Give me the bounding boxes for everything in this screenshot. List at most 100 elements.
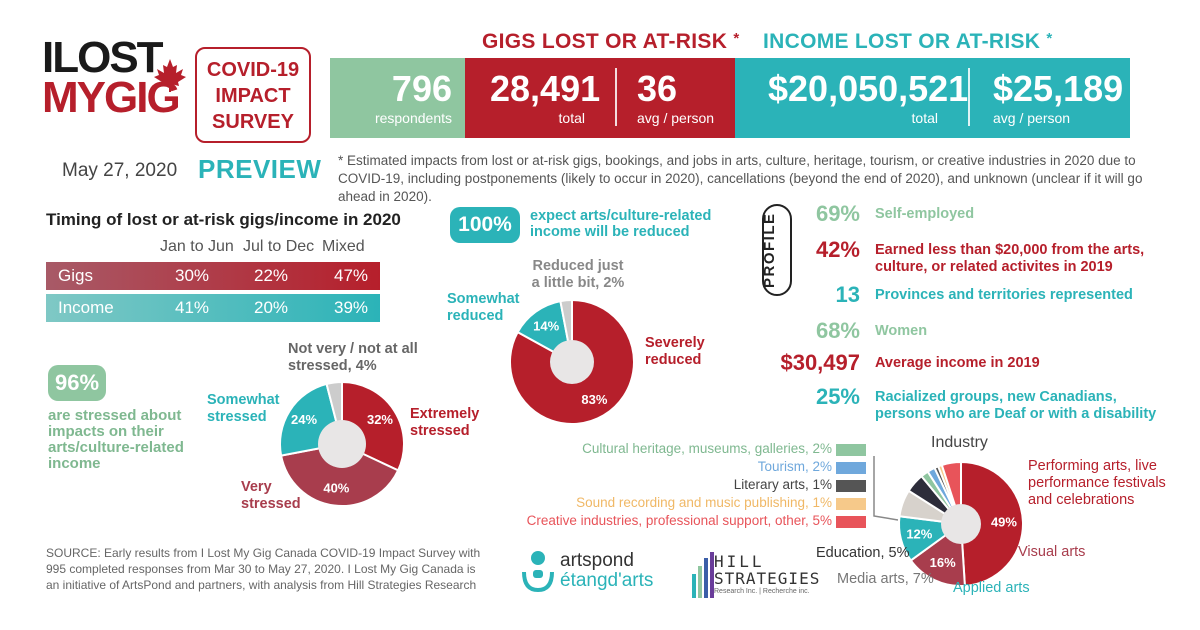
footnote: * Estimated impacts from lost or at-risk… (338, 153, 1143, 204)
reduced-description: expect arts/culture-related income will … (530, 208, 712, 240)
pie-slice (960, 460, 1024, 587)
timing-cell: 22% (253, 266, 289, 285)
reduced-pie-chart: 83% 14% (509, 298, 635, 425)
industry-title: Industry (931, 434, 988, 451)
label-applied-arts: Applied arts (953, 580, 1030, 596)
report-date: May 27, 2020 (62, 160, 178, 181)
label-very-stressed: Very stressed (241, 479, 301, 512)
respondents-band: 796 respondents (330, 58, 465, 138)
timing-cell: 47% (333, 266, 369, 285)
gigs-asterisk: * (733, 30, 740, 47)
industry-legend-swatch (836, 444, 866, 456)
profile-box (762, 204, 792, 296)
profile-text: Racialized groups, new Canadians, person… (875, 389, 1157, 422)
timing-cell: 30% (174, 266, 210, 285)
respondents-label: respondents (374, 110, 452, 126)
maple-leaf-icon (154, 59, 186, 92)
timing-cell: 41% (174, 298, 210, 317)
label-extremely-stressed: Extremely stressed (410, 406, 480, 439)
industry-legend-label: Sound recording and music publishing, 1% (576, 495, 832, 510)
label-somewhat-stressed: Somewhat stressed (207, 392, 280, 425)
pie-center-hole (550, 340, 594, 384)
survey-title-box: COVID-19 IMPACT SURVEY (195, 47, 311, 143)
pie-center-hole (941, 504, 981, 544)
income-title-text: INCOME LOST OR AT-RISK (763, 30, 1041, 53)
hill-name-2: STRATEGIES (714, 569, 821, 588)
industry-pie-chart: 49% 16% 12% (898, 460, 1024, 587)
gigs-title-text: GIGS LOST OR AT-RISK (482, 30, 728, 53)
col-header-mixed: Mixed (322, 238, 365, 255)
stress-pie-chart: 32% 40% 24% (279, 380, 405, 507)
label-severely-reduced: Severely reduced (645, 335, 705, 368)
industry-legend-label: Creative industries, professional suppor… (526, 513, 832, 528)
timing-row-label: Income (58, 298, 114, 317)
profile-text: Women (875, 323, 928, 339)
artspond-name: artspond (560, 550, 634, 571)
respondents-value: 796 (391, 68, 452, 109)
logo-line-2: MYGIG (42, 73, 181, 122)
industry-legend-label: Tourism, 2% (757, 459, 832, 474)
profile-value: 69% (815, 201, 860, 226)
profile-text: Earned less than $20,000 from the arts, … (875, 242, 1145, 275)
label-media-arts: Media arts, 7% (837, 571, 934, 587)
pie-data-label: 12% (906, 527, 932, 542)
income-section-title: INCOME LOST OR AT-RISK * (763, 30, 1053, 54)
pie-data-label: 24% (291, 412, 317, 427)
gigs-avg-value: 36 (637, 68, 678, 109)
col-header-jul-dec: Jul to Dec (243, 238, 315, 255)
col-header-jan-jun: Jan to Jun (160, 238, 234, 255)
survey-title-line-2: IMPACT (215, 85, 291, 107)
industry-legend-label: Literary arts, 1% (733, 477, 832, 492)
profile-text: Average income in 2019 (875, 355, 1040, 371)
profile-text: Provinces and territories represented (875, 287, 1133, 303)
profile-value: 13 (835, 282, 860, 307)
industry-legend-swatch (836, 462, 866, 474)
income-total-label: total (911, 110, 938, 126)
hill-tagline: Research Inc. | Recherche inc. (714, 588, 810, 595)
pie-data-label: 83% (581, 392, 607, 407)
industry-legend-swatch (836, 498, 866, 510)
label-not-stressed: Not very / not at all stressed, 4% (288, 341, 418, 374)
hill-bars-icon (692, 552, 714, 598)
profile-value: 42% (815, 237, 860, 262)
timing-row-gigs: Gigs 30% 22% 47% (46, 262, 380, 290)
label-performing-arts: Performing arts, live performance festiv… (1028, 458, 1166, 508)
profile-value: 68% (815, 318, 860, 343)
profile-text: Self-employed (875, 206, 975, 222)
industry-legend-swatch (836, 516, 866, 528)
timing-cell: 20% (253, 298, 289, 317)
survey-title-line-3: SURVEY (212, 111, 294, 133)
timing-cell: 39% (333, 298, 369, 317)
logo: ILOST MYGIG (42, 33, 182, 122)
income-band: $20,050,521 total $25,189 avg / person (735, 58, 1130, 138)
gigs-total-value: 28,491 (490, 68, 601, 109)
gigs-section-title: GIGS LOST OR AT-RISK * (482, 30, 739, 54)
label-somewhat-reduced: Somewhat reduced (447, 291, 520, 324)
label-visual-arts: Visual arts (1018, 544, 1086, 560)
logo-line-1: ILOST (42, 33, 164, 82)
label-education: Education, 5% (816, 545, 910, 561)
pie-center-hole (318, 420, 366, 468)
pie-data-label: 49% (991, 515, 1017, 530)
industry-legend-label: Cultural heritage, museums, galleries, 2… (582, 441, 832, 456)
hill-name-1: HILL (714, 552, 765, 571)
gigs-divider (615, 68, 617, 126)
timing-title: Timing of lost or at-risk gigs/income in… (46, 210, 401, 229)
pie-data-label: 14% (533, 318, 559, 333)
timing-row-label: Gigs (58, 266, 93, 285)
preview-label: PREVIEW (198, 154, 322, 184)
income-divider (968, 68, 970, 126)
income-total-value: $20,050,521 (768, 68, 969, 109)
stressed-description: are stressed about impacts on their arts… (48, 407, 184, 472)
profile-value: $30,497 (780, 350, 860, 375)
pie-data-label: 16% (930, 555, 956, 570)
pie-data-label: 40% (323, 481, 349, 496)
industry-legend-swatch (836, 480, 866, 492)
income-avg-label: avg / person (993, 110, 1071, 126)
legend-bracket (873, 456, 899, 521)
artspond-name-fr: étangd'arts (560, 570, 654, 591)
stressed-pct-badge: 96% (48, 365, 106, 401)
pie-slice (279, 442, 400, 507)
source-note: SOURCE: Early results from I Lost My Gig… (46, 546, 481, 592)
pie-data-label: 32% (367, 412, 393, 427)
